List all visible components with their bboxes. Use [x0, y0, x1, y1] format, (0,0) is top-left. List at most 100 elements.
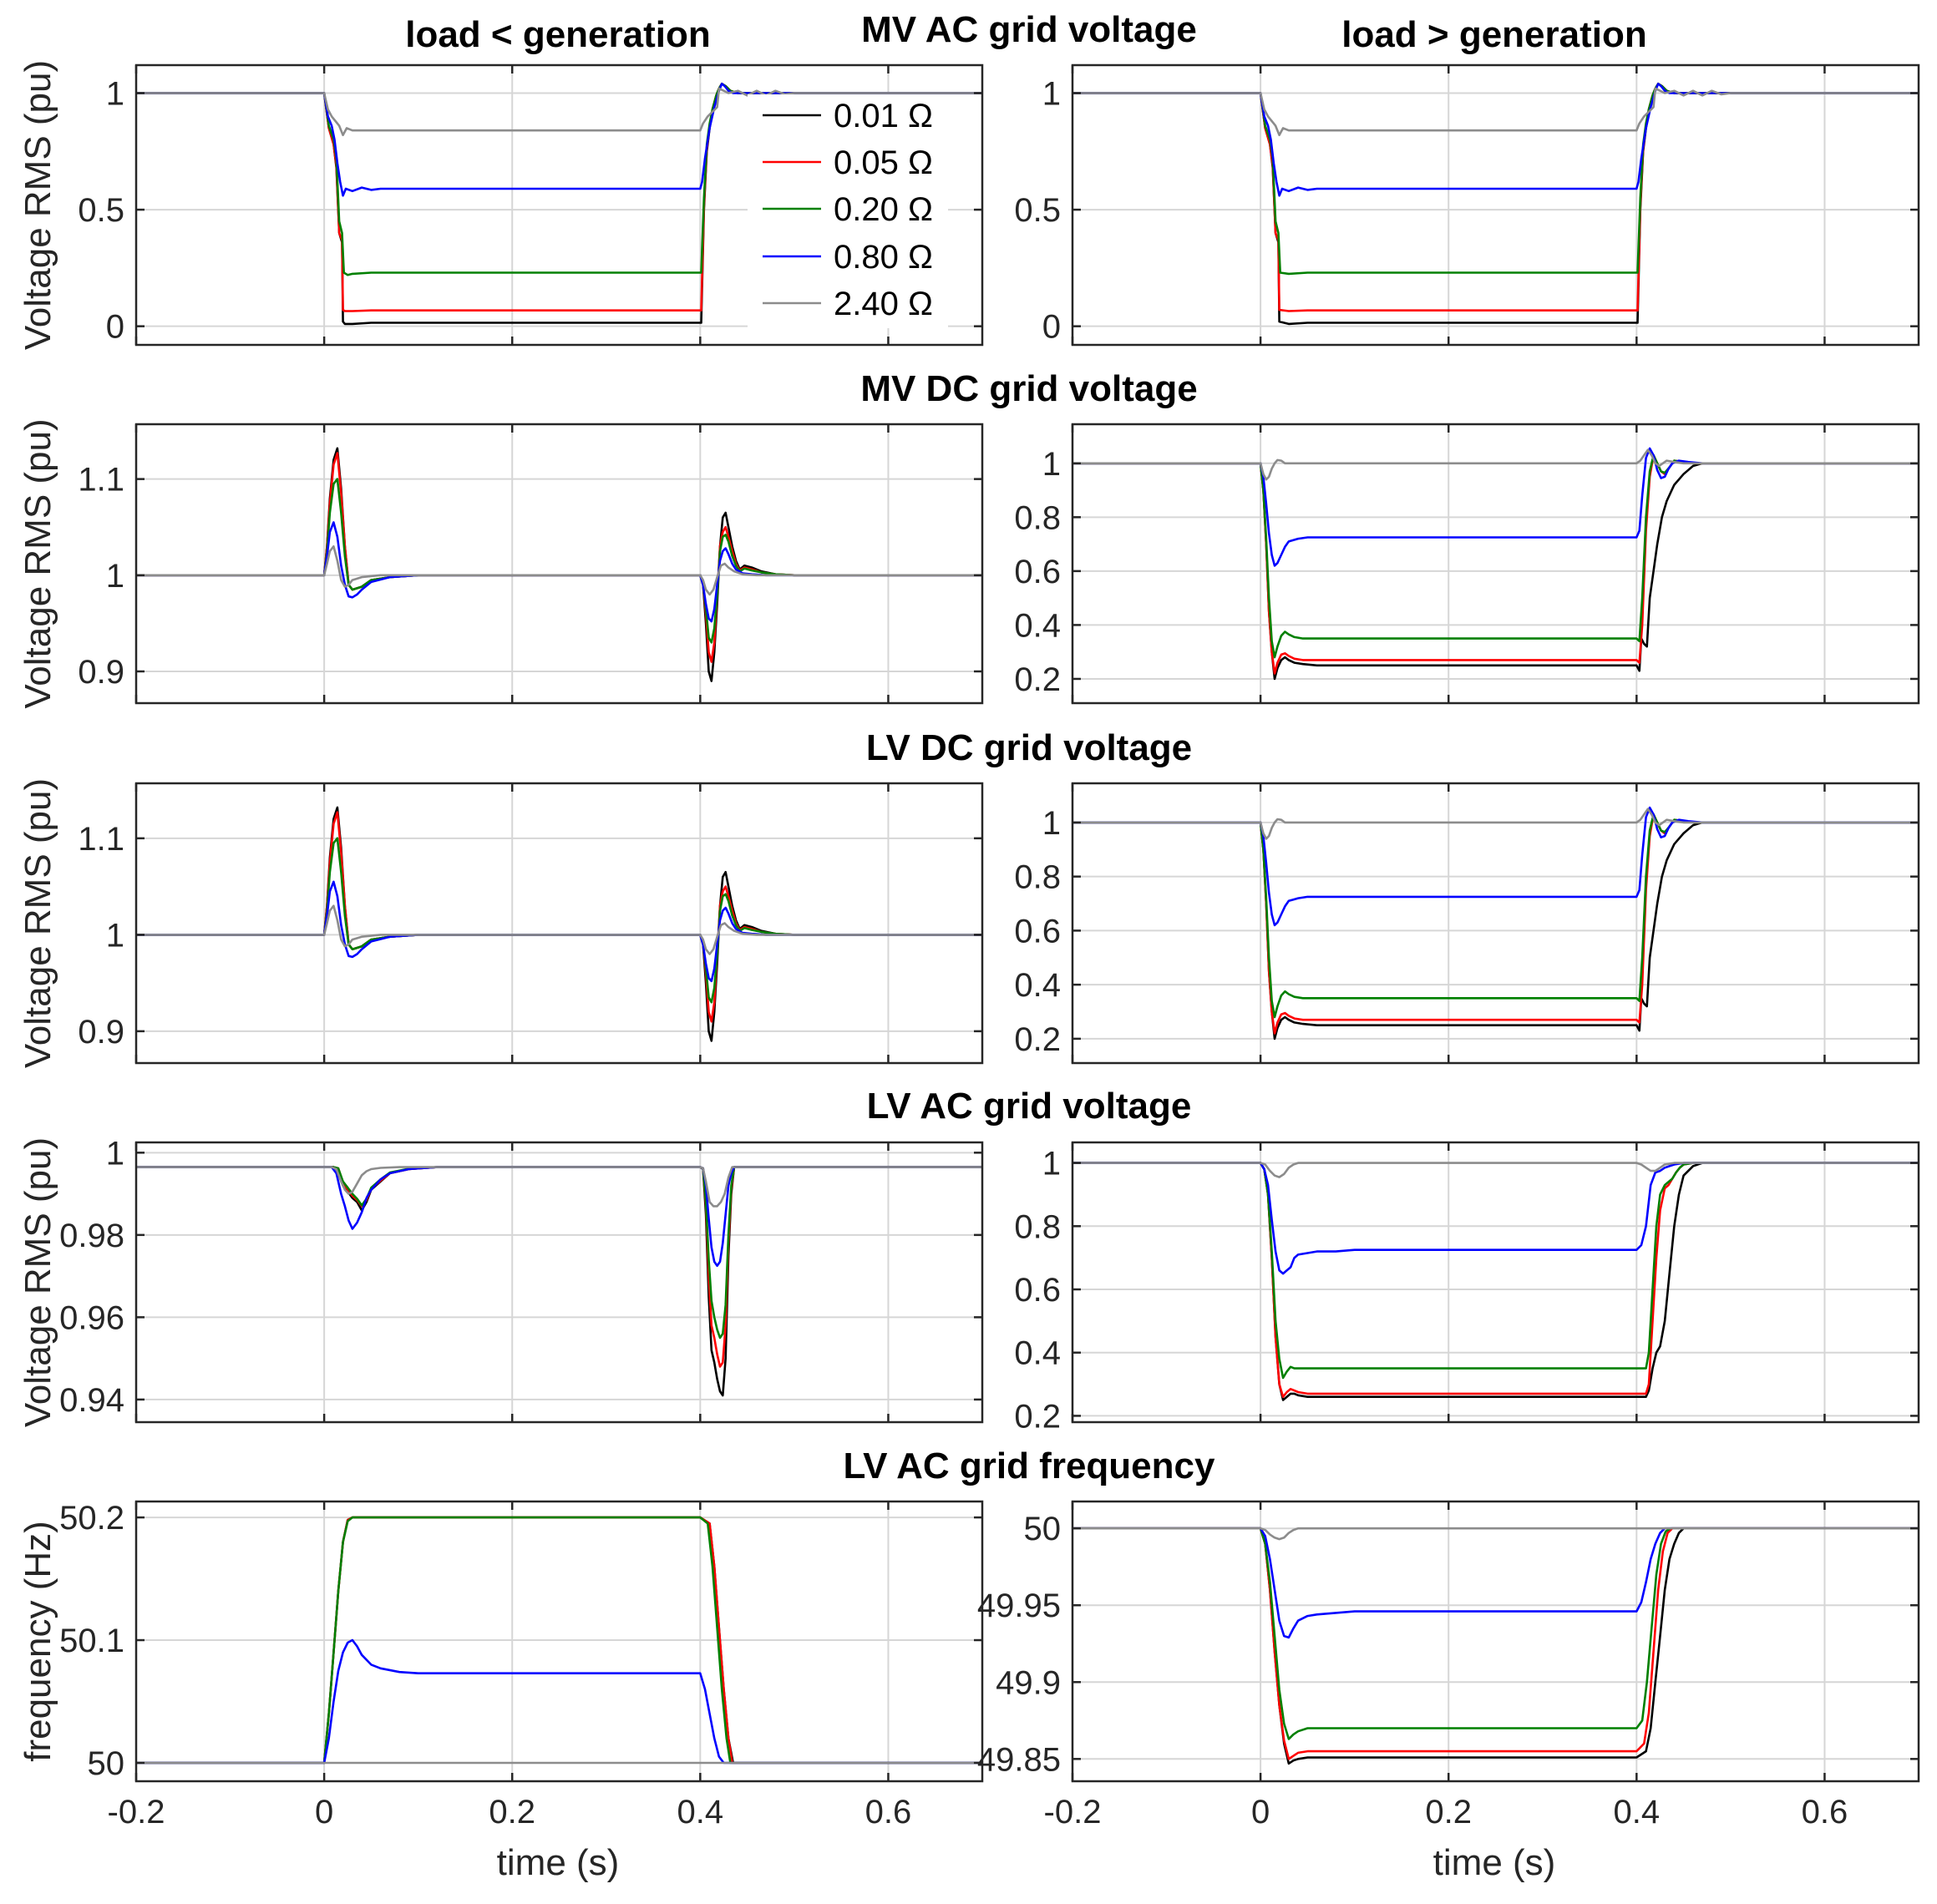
y-tick-label: 0.5 — [1014, 192, 1061, 229]
y-tick-label: 1 — [106, 1135, 124, 1172]
series-line-0-80 — [1072, 447, 1919, 567]
x-tick-label: 0.6 — [1802, 1794, 1848, 1831]
y-tick-label: 1.1 — [78, 462, 124, 499]
column-title-right: load > generation — [1341, 14, 1647, 55]
series-line-2-40 — [136, 904, 982, 955]
axes-box — [1071, 1141, 1920, 1424]
series-group — [1072, 1527, 1919, 1765]
y-tick-label: 0.2 — [1014, 1021, 1061, 1058]
series-line-0-20 — [1072, 1162, 1919, 1380]
x-tick-label: 0 — [315, 1794, 333, 1831]
panel-lvac-right: 0.2 0.4 0.6 0.8 1 — [1014, 1141, 1920, 1435]
panel-mvac-right: 00.51 — [1014, 63, 1920, 347]
x-axis-label-left: time (s) — [497, 1842, 620, 1883]
y-tick-label: 0.4 — [1014, 1335, 1061, 1372]
y-axis-label: Voltage RMS (pu) — [18, 1137, 58, 1427]
row-title-lv-ac: LV AC grid voltage — [867, 1086, 1192, 1127]
y-tick-label: 0.4 — [1014, 967, 1061, 1004]
y-tick-label: 0.6 — [1014, 1272, 1061, 1309]
column-title-left: load < generation — [405, 14, 711, 55]
y-tick-label: 0.96 — [59, 1299, 124, 1336]
legend-label-0-01: 0.01 Ω — [834, 98, 933, 134]
y-axis-label: Voltage RMS (pu) — [18, 60, 58, 350]
legend-label-0-80: 0.80 Ω — [834, 239, 933, 276]
row-title-lv-dc: LV DC grid voltage — [866, 727, 1192, 768]
panel-freq-right: -0.2 0 0.2 0.4 0.6 49.85 49.9 49.95 50 — [977, 1500, 1920, 1831]
y-tick-label: 0.2 — [1014, 661, 1061, 698]
y-tick-label: 1 — [1042, 1146, 1061, 1182]
y-tick-label: 1 — [1042, 446, 1061, 483]
y-tick-label: 1 — [1042, 805, 1061, 842]
x-tick-label: -0.2 — [108, 1794, 165, 1831]
series-line-2-40 — [136, 544, 982, 596]
series-group — [136, 447, 982, 682]
y-tick-label: 0.8 — [1014, 859, 1061, 896]
x-tick-label: -0.2 — [1044, 1794, 1102, 1831]
y-tick-label: 0.5 — [78, 192, 124, 229]
series-line-0-80 — [1072, 1162, 1919, 1275]
x-tick-label: 0.6 — [865, 1794, 912, 1831]
legend: 0.01 Ω 0.05 Ω 0.20 Ω 0.80 Ω 2.40 Ω — [748, 94, 948, 328]
x-axis-label-right: time (s) — [1433, 1842, 1556, 1883]
legend-label-0-20: 0.20 Ω — [834, 191, 933, 228]
y-tick-label: 0.8 — [1014, 499, 1061, 536]
series-line-2-40 — [1072, 448, 1919, 481]
series-group — [136, 1516, 982, 1765]
x-tick-label: 0.4 — [677, 1794, 724, 1831]
axes-box — [134, 782, 984, 1065]
x-tick-label: 0.2 — [489, 1794, 535, 1831]
row-title-mv-ac: MV AC grid voltage — [861, 9, 1197, 50]
series-line-0-20 — [1072, 1527, 1919, 1740]
series-line-2-40 — [1072, 87, 1919, 137]
y-tick-label: 50 — [1024, 1511, 1062, 1547]
y-tick-label: 0.2 — [1014, 1398, 1061, 1435]
y-tick-label: 49.95 — [977, 1588, 1061, 1624]
row-title-mv-dc: MV DC grid voltage — [860, 368, 1197, 409]
y-tick-label: 0.9 — [78, 654, 124, 691]
y-tick-label: 0.6 — [1014, 554, 1061, 590]
axes-box — [1071, 63, 1920, 347]
series-line-0-80 — [1072, 806, 1919, 927]
y-tick-label: 49.9 — [996, 1664, 1061, 1701]
panel-lvac-left: 0.94 0.96 0.98 1 Voltage RMS (pu) — [18, 1135, 984, 1427]
y-tick-label: 0.8 — [1014, 1208, 1061, 1245]
y-tick-label: 1 — [1042, 76, 1061, 113]
panel-mvdc-right: 0.2 0.4 0.6 0.8 1 — [1014, 423, 1920, 705]
y-tick-label: 0.4 — [1014, 607, 1061, 644]
axes-box — [134, 1141, 984, 1424]
series-line-0-80 — [1072, 83, 1919, 197]
series-line-2-40 — [1072, 808, 1919, 840]
series-group — [1072, 447, 1919, 681]
x-tick-label: 0.4 — [1614, 1794, 1661, 1831]
series-line-2-40 — [1072, 1162, 1919, 1178]
panel-lvdc-right: 0.2 0.4 0.6 0.8 1 — [1014, 782, 1920, 1065]
row-title-frequency: LV AC grid frequency — [844, 1446, 1215, 1486]
series-line-2-40 — [136, 1166, 982, 1208]
series-line-0-05 — [1072, 1527, 1919, 1760]
axes-box — [134, 423, 984, 705]
y-axis-label: Voltage RMS (pu) — [18, 778, 58, 1068]
y-axis-label: frequency (Hz) — [18, 1521, 58, 1762]
series-group — [136, 806, 982, 1042]
legend-label-2-40: 2.40 Ω — [834, 286, 933, 322]
y-tick-label: 0.9 — [78, 1014, 124, 1051]
y-tick-label: 0.6 — [1014, 913, 1061, 949]
series-line-0-80 — [136, 83, 982, 197]
y-tick-label: 0.94 — [59, 1382, 124, 1419]
x-tick-label: 0.2 — [1425, 1794, 1472, 1831]
legend-label-0-05: 0.05 Ω — [834, 144, 933, 181]
series-line-0-20 — [136, 1516, 982, 1765]
series-group — [1072, 806, 1919, 1041]
axes-box — [1071, 1500, 1920, 1783]
x-tick-label: 0 — [1251, 1794, 1270, 1831]
series-line-0-80 — [1072, 1527, 1919, 1639]
series-group — [1072, 83, 1919, 326]
y-tick-label: 1 — [106, 558, 124, 595]
y-axis-label: Voltage RMS (pu) — [18, 418, 58, 708]
y-tick-label: 50.2 — [59, 1500, 124, 1537]
y-tick-label: 50 — [88, 1745, 125, 1782]
series-group — [136, 1166, 982, 1397]
panel-mvdc-left: 0.9 1 1.1 Voltage RMS (pu) — [18, 418, 984, 709]
